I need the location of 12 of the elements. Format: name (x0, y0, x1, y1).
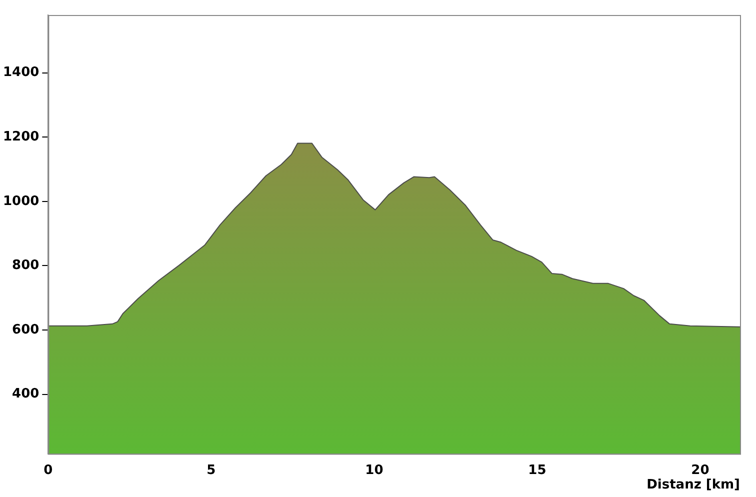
x-tick-label: 15 (528, 462, 546, 478)
y-tick-label: 1000 (2, 194, 40, 209)
x-tick-label: 20 (691, 462, 710, 478)
y-tick-label: 600 (12, 322, 40, 338)
y-tick-label: 400 (12, 386, 40, 402)
x-axis-title: Distanz [km] (646, 478, 740, 493)
x-tick-label: 0 (44, 462, 53, 478)
y-tick-label: 800 (12, 258, 40, 274)
x-tick-label: 10 (365, 462, 384, 478)
y-tick-label: 1400 (2, 65, 40, 80)
y-tick-label: 1200 (2, 130, 40, 145)
x-tick-label: 5 (206, 462, 216, 478)
